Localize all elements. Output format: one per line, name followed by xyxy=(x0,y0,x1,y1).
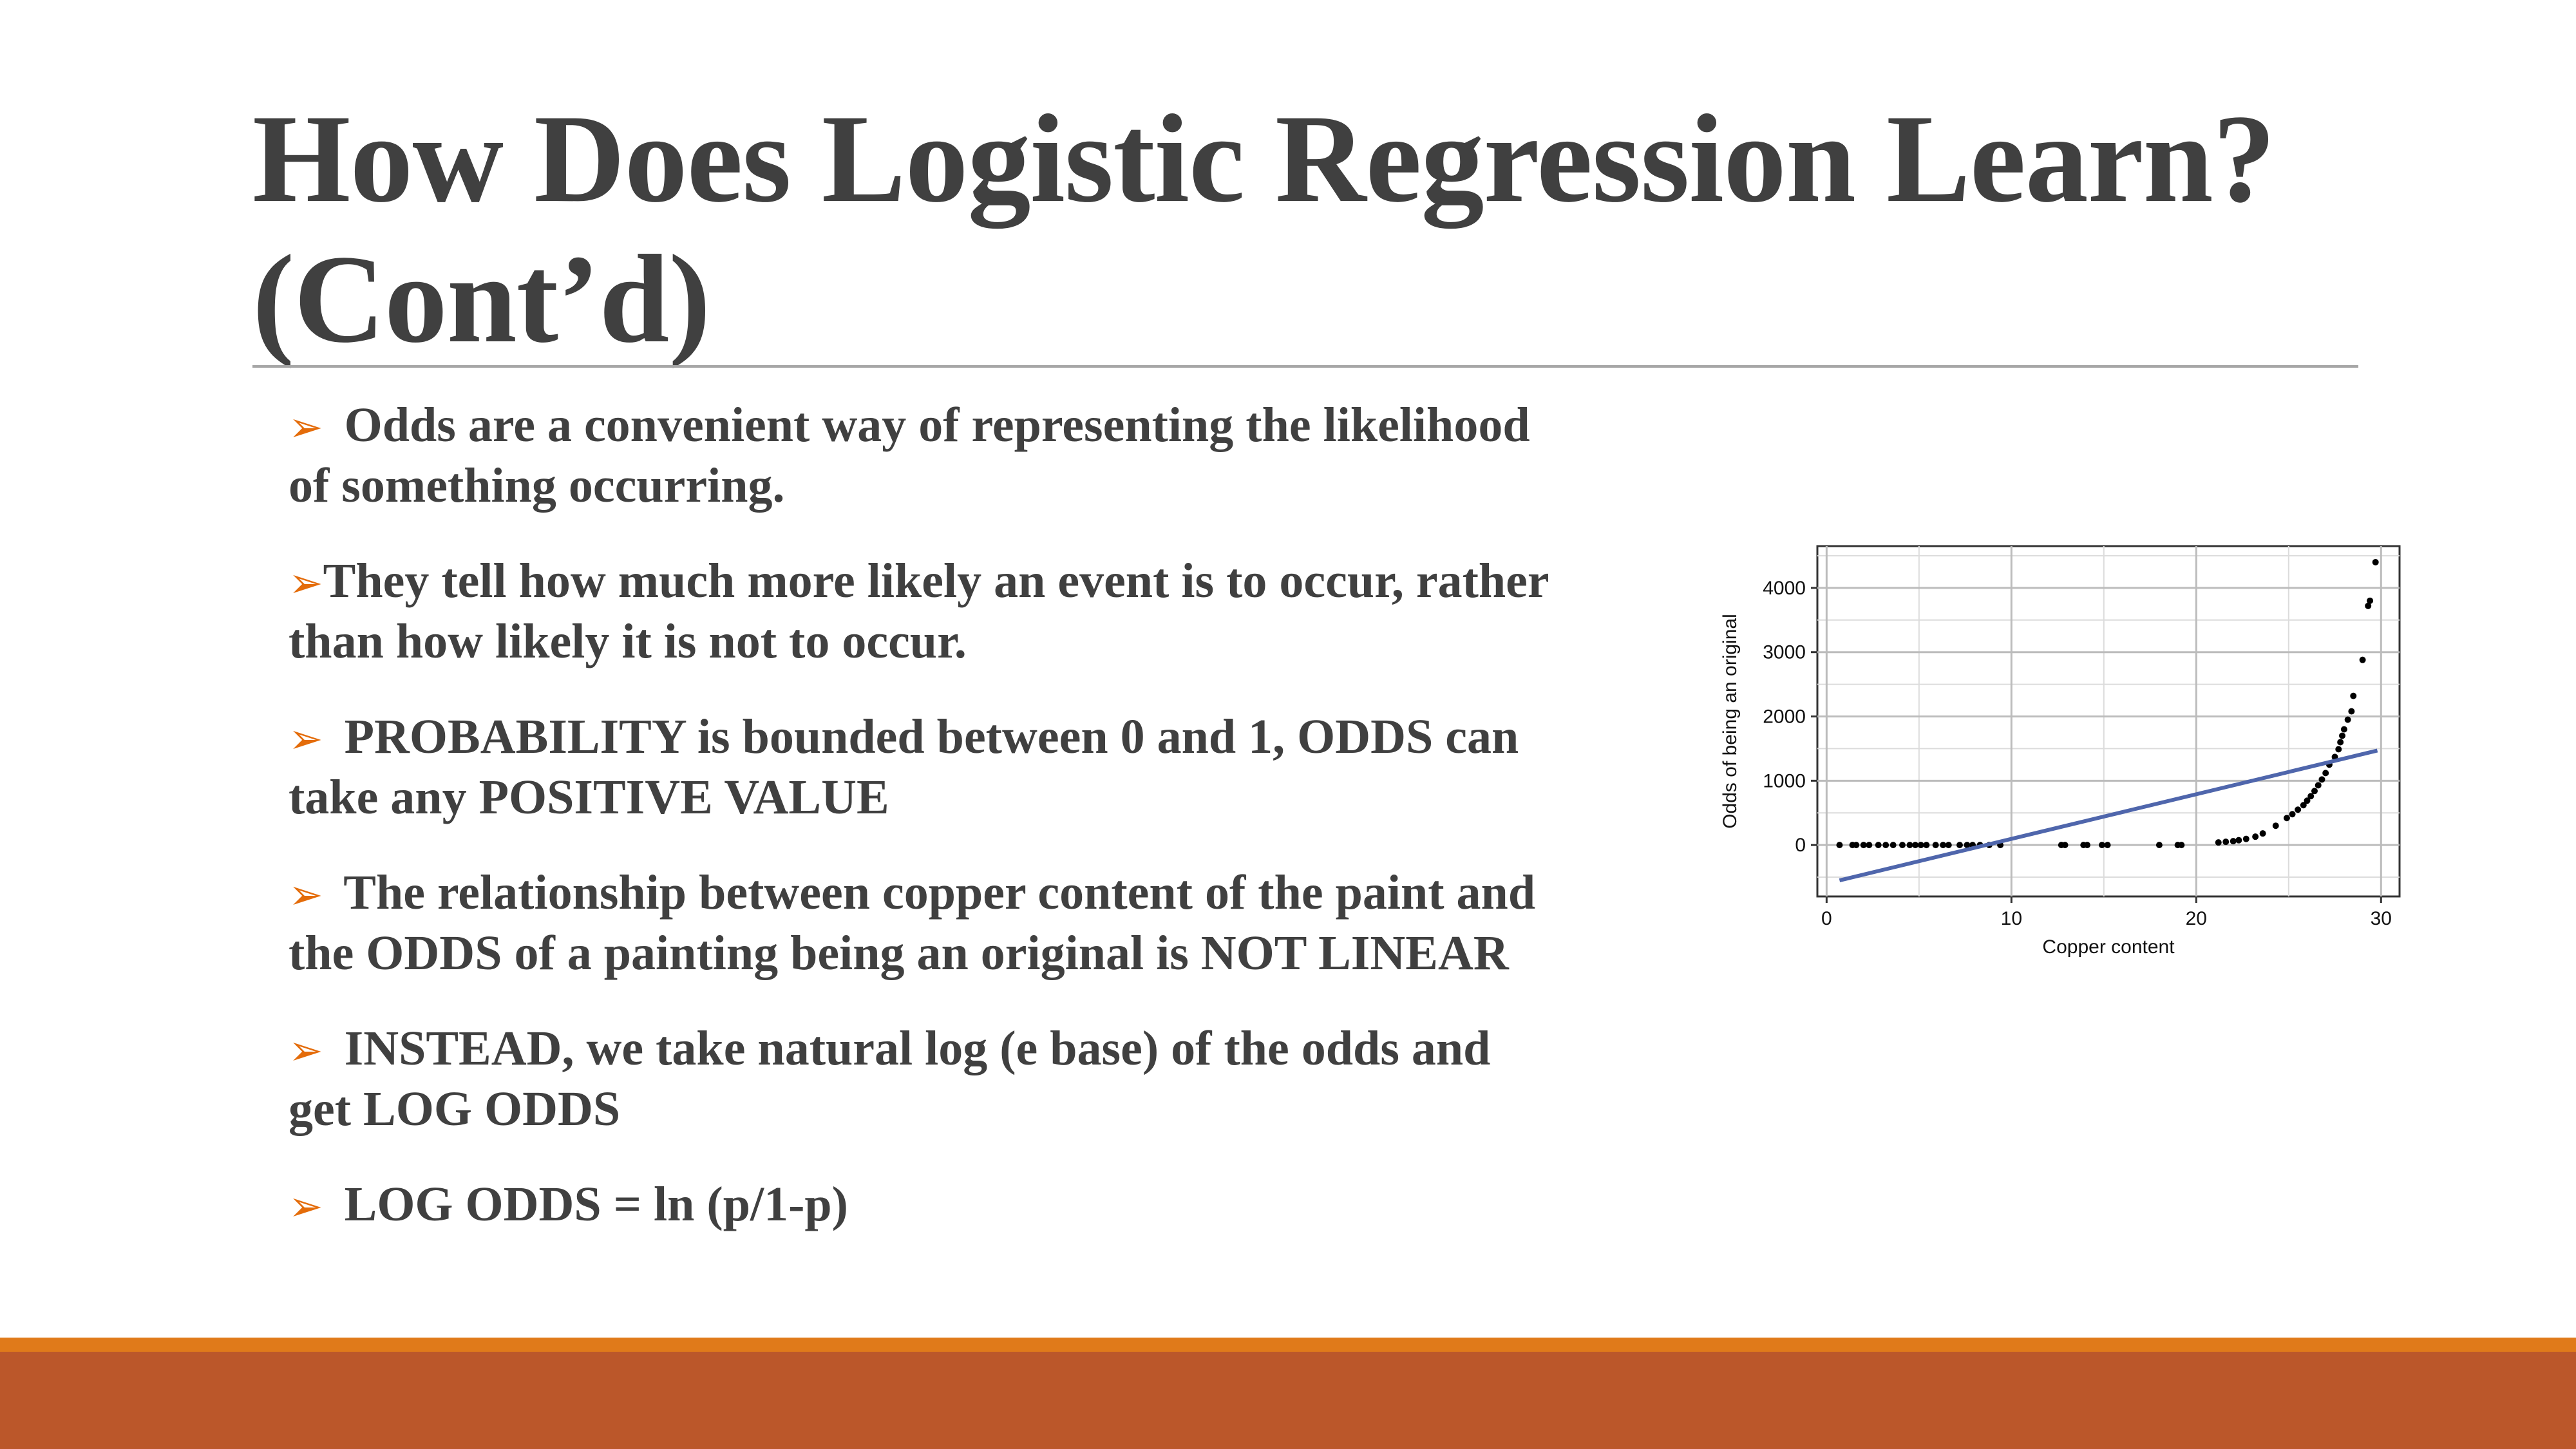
bullet-line: LOG ODDS = ln (p/1-p) xyxy=(332,1177,848,1231)
data-point xyxy=(2348,708,2355,715)
data-point xyxy=(2289,811,2296,818)
bullet-line: the ODDS of a painting being an original… xyxy=(289,926,1509,980)
data-point xyxy=(2295,806,2302,813)
data-point xyxy=(2222,838,2230,846)
bullet-list: ➢ Odds are a convenient way of represent… xyxy=(269,396,1686,1273)
x-tick-label: 30 xyxy=(2371,908,2392,929)
y-axis-label: Odds of being an original xyxy=(1719,614,1741,829)
bullet-item: ➢ Odds are a convenient way of represent… xyxy=(269,396,1686,515)
data-point xyxy=(2315,782,2322,789)
line-layer xyxy=(1839,748,2378,882)
data-point xyxy=(2304,797,2311,804)
bullet-line: PROBABILITY is bounded between 0 and 1, … xyxy=(332,710,1519,764)
data-point xyxy=(2307,793,2315,800)
data-point xyxy=(2311,788,2318,795)
bullet-line: INSTEAD, we take natural log (e base) of… xyxy=(332,1021,1491,1075)
arrow-bullet-icon: ➢ xyxy=(289,560,323,607)
data-point xyxy=(1917,842,1924,849)
y-tick-label: 3000 xyxy=(1763,642,1806,663)
data-point xyxy=(1923,842,1930,849)
plot-frame xyxy=(1816,545,2401,898)
data-point xyxy=(2300,802,2307,809)
data-point xyxy=(2335,746,2342,753)
x-tick-label: 20 xyxy=(2186,908,2207,929)
x-tick-label: 10 xyxy=(2001,908,2022,929)
data-point xyxy=(1882,842,1889,849)
bullet-line: get LOG ODDS xyxy=(289,1082,621,1136)
y-tick-label: 2000 xyxy=(1763,706,1806,728)
bullet-line: than how likely it is not to occur. xyxy=(289,614,967,668)
bullet-item: ➢ LOG ODDS = ln (p/1-p) xyxy=(269,1175,1686,1236)
y-tick-label: 0 xyxy=(1795,835,1806,856)
data-point xyxy=(2098,842,2105,849)
data-point xyxy=(2340,726,2347,733)
y-tick-label: 1000 xyxy=(1763,770,1806,791)
bullet-line: They tell how much more likely an event … xyxy=(323,554,1549,608)
x-axis-label: Copper content xyxy=(2042,936,2175,958)
data-point xyxy=(1866,842,1873,849)
data-point xyxy=(2339,732,2346,739)
footer-band xyxy=(0,1352,2576,1449)
data-point xyxy=(2252,833,2259,840)
data-point xyxy=(2259,830,2266,837)
data-point xyxy=(2350,692,2357,699)
axis-layer: 0 10 20 30 0 1000 2000 3000 4000 xyxy=(1763,578,2392,929)
title-line-2: (Cont’d) xyxy=(252,229,711,369)
data-point xyxy=(2318,776,2325,783)
data-point xyxy=(2083,842,2090,849)
data-point xyxy=(1836,842,1843,849)
data-point xyxy=(2061,842,2069,849)
arrow-bullet-icon: ➢ xyxy=(289,1183,323,1231)
arrow-bullet-icon: ➢ xyxy=(289,871,323,919)
arrow-bullet-icon: ➢ xyxy=(289,715,323,763)
title-line-1: How Does Logistic Regression Learn? xyxy=(252,89,2276,229)
data-point xyxy=(2178,842,2185,849)
data-point xyxy=(2235,837,2242,844)
data-point xyxy=(1889,842,1897,849)
data-point xyxy=(1940,842,1947,849)
bullet-line: Odds are a convenient way of representin… xyxy=(332,398,1530,452)
data-point xyxy=(1964,842,1971,849)
title-divider xyxy=(252,365,2358,368)
arrow-bullet-icon: ➢ xyxy=(289,404,323,451)
data-point xyxy=(1853,842,1860,849)
data-point xyxy=(2104,842,2111,849)
data-point xyxy=(1956,842,1963,849)
bullet-line: The relationship between copper content … xyxy=(332,866,1536,920)
data-point xyxy=(2337,739,2344,746)
data-point xyxy=(2283,815,2290,822)
bullet-item: ➢ PROBABILITY is bounded between 0 and 1… xyxy=(269,708,1686,826)
data-point xyxy=(2272,822,2279,829)
x-tick-label: 0 xyxy=(1821,908,1832,929)
data-point xyxy=(1899,842,1906,849)
slide-title: How Does Logistic Regression Learn? (Con… xyxy=(252,89,2442,370)
odds-scatter-chart: 0 10 20 30 0 1000 2000 3000 4000 Copper content … xyxy=(1707,535,2415,960)
data-point xyxy=(2365,602,2372,609)
data-point xyxy=(2242,835,2249,842)
data-point xyxy=(2359,656,2366,663)
linear-fit-line xyxy=(1839,748,2378,882)
data-point xyxy=(2372,558,2379,565)
bullet-line: take any POSITIVE VALUE xyxy=(289,770,889,824)
data-point xyxy=(2230,838,2237,845)
data-point xyxy=(1875,842,1882,849)
bullet-item: ➢They tell how much more likely an event… xyxy=(269,552,1686,670)
data-point xyxy=(1945,842,1952,849)
data-point xyxy=(1906,842,1913,849)
data-point xyxy=(1860,842,1867,849)
data-point xyxy=(1932,842,1939,849)
data-point xyxy=(2344,716,2351,723)
arrow-bullet-icon: ➢ xyxy=(289,1027,323,1075)
footer-stripe xyxy=(0,1338,2576,1352)
data-point xyxy=(2367,597,2374,604)
data-point xyxy=(2215,839,2222,846)
bullet-item: ➢ INSTEAD, we take natural log (e base) … xyxy=(269,1019,1686,1138)
data-point xyxy=(1912,842,1919,849)
data-point xyxy=(2155,842,2163,849)
bullet-item: ➢ The relationship between copper conten… xyxy=(269,864,1686,982)
bullet-line: of something occurring. xyxy=(289,459,785,513)
data-point xyxy=(2322,770,2329,777)
y-tick-label: 4000 xyxy=(1763,578,1806,599)
